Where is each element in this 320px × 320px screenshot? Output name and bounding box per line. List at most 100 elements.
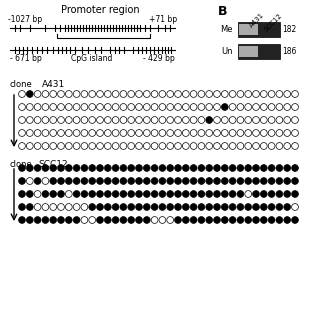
Text: SCC12: SCC12 <box>263 12 283 32</box>
Circle shape <box>97 217 103 223</box>
Circle shape <box>58 164 64 172</box>
Circle shape <box>136 143 142 149</box>
Circle shape <box>237 164 244 172</box>
Text: Promoter region: Promoter region <box>61 5 139 15</box>
Circle shape <box>143 191 150 197</box>
Circle shape <box>182 191 189 197</box>
Circle shape <box>104 130 111 136</box>
Circle shape <box>81 104 88 110</box>
Circle shape <box>175 116 181 124</box>
Circle shape <box>252 178 260 184</box>
Circle shape <box>167 91 173 97</box>
Circle shape <box>214 217 220 223</box>
Circle shape <box>120 116 127 124</box>
Circle shape <box>292 143 298 149</box>
Circle shape <box>136 204 142 211</box>
Circle shape <box>167 143 173 149</box>
Text: +71 bp: +71 bp <box>149 15 177 24</box>
Circle shape <box>268 116 275 124</box>
Circle shape <box>65 178 72 184</box>
Circle shape <box>237 143 244 149</box>
Circle shape <box>97 130 103 136</box>
Circle shape <box>19 217 25 223</box>
Circle shape <box>276 104 283 110</box>
Circle shape <box>42 191 49 197</box>
Circle shape <box>151 191 158 197</box>
Bar <box>238 22 280 37</box>
Text: B: B <box>218 5 228 18</box>
Circle shape <box>229 217 236 223</box>
Circle shape <box>190 204 197 211</box>
Circle shape <box>214 191 220 197</box>
Circle shape <box>175 104 181 110</box>
Circle shape <box>120 143 127 149</box>
Circle shape <box>97 204 103 211</box>
Circle shape <box>292 217 298 223</box>
Circle shape <box>190 164 197 172</box>
Circle shape <box>42 143 49 149</box>
Circle shape <box>159 91 166 97</box>
Circle shape <box>175 191 181 197</box>
Circle shape <box>198 91 205 97</box>
Circle shape <box>136 164 142 172</box>
Circle shape <box>268 130 275 136</box>
Circle shape <box>19 104 25 110</box>
Circle shape <box>268 91 275 97</box>
Circle shape <box>151 130 158 136</box>
Circle shape <box>136 130 142 136</box>
Circle shape <box>276 91 283 97</box>
Circle shape <box>229 143 236 149</box>
Circle shape <box>221 204 228 211</box>
Circle shape <box>167 204 173 211</box>
Circle shape <box>50 116 57 124</box>
Circle shape <box>120 164 127 172</box>
Circle shape <box>89 143 96 149</box>
Bar <box>239 24 258 35</box>
Circle shape <box>260 178 267 184</box>
Circle shape <box>198 104 205 110</box>
Circle shape <box>276 143 283 149</box>
Circle shape <box>182 130 189 136</box>
Circle shape <box>42 204 49 211</box>
Circle shape <box>27 191 33 197</box>
Circle shape <box>19 143 25 149</box>
Circle shape <box>190 191 197 197</box>
Circle shape <box>198 217 205 223</box>
Circle shape <box>89 217 96 223</box>
Circle shape <box>143 130 150 136</box>
Circle shape <box>159 191 166 197</box>
Circle shape <box>34 91 41 97</box>
Circle shape <box>245 191 252 197</box>
Circle shape <box>143 143 150 149</box>
Circle shape <box>151 104 158 110</box>
Circle shape <box>81 164 88 172</box>
Circle shape <box>151 143 158 149</box>
Circle shape <box>175 143 181 149</box>
Circle shape <box>81 116 88 124</box>
Circle shape <box>284 116 291 124</box>
Circle shape <box>245 217 252 223</box>
Circle shape <box>128 217 135 223</box>
Circle shape <box>112 191 119 197</box>
Circle shape <box>276 178 283 184</box>
Circle shape <box>50 204 57 211</box>
Circle shape <box>229 164 236 172</box>
Circle shape <box>42 130 49 136</box>
Circle shape <box>73 204 80 211</box>
Circle shape <box>167 130 173 136</box>
Circle shape <box>260 104 267 110</box>
Circle shape <box>73 91 80 97</box>
Circle shape <box>65 191 72 197</box>
Circle shape <box>112 143 119 149</box>
Circle shape <box>19 164 25 172</box>
Circle shape <box>27 104 33 110</box>
Circle shape <box>284 91 291 97</box>
Circle shape <box>260 164 267 172</box>
Circle shape <box>104 164 111 172</box>
Circle shape <box>284 178 291 184</box>
Circle shape <box>97 164 103 172</box>
Circle shape <box>65 91 72 97</box>
Circle shape <box>175 178 181 184</box>
Circle shape <box>292 191 298 197</box>
Circle shape <box>104 217 111 223</box>
